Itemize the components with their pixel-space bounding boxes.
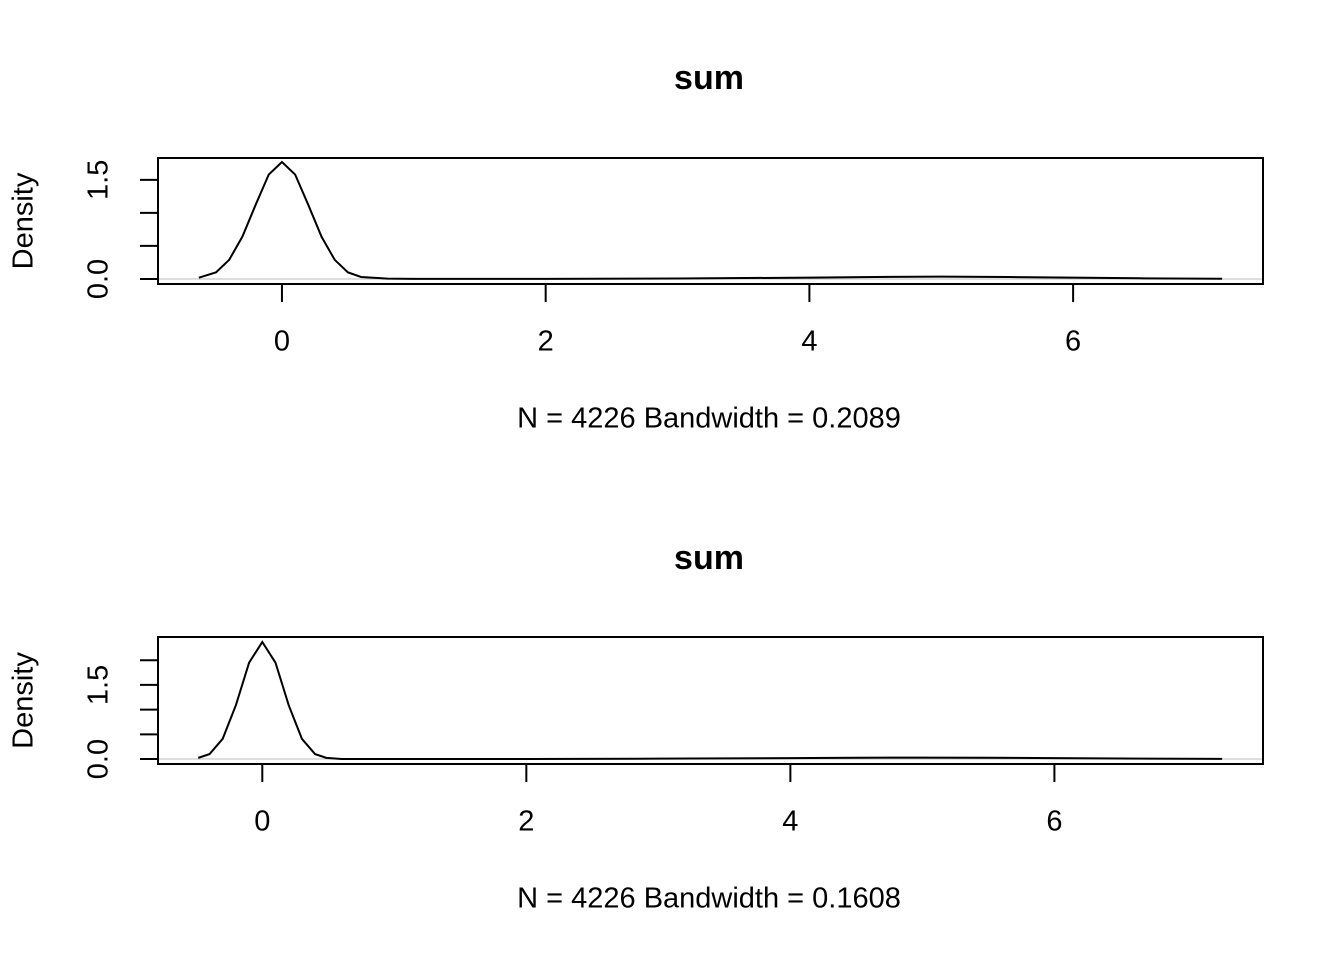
x-tick-label: 2 (518, 806, 534, 838)
plot-box (157, 636, 1264, 765)
y-tick-label: 1.5 (83, 665, 115, 705)
y-tick-label: 0.0 (83, 259, 115, 299)
y-axis-label: Density (8, 652, 40, 749)
x-tick-label: 4 (801, 326, 817, 358)
density-line (197, 640, 1223, 761)
x-tick-label: 6 (1046, 806, 1062, 838)
chart-title: sum (674, 59, 744, 97)
plot-box (157, 157, 1264, 285)
x-tick-label: 4 (782, 806, 798, 838)
x-tick-label: 2 (538, 326, 554, 358)
x-tick-label: 6 (1065, 326, 1081, 358)
y-axis-label: Density (8, 172, 40, 269)
x-tick-label: 0 (274, 326, 290, 358)
chart-title: sum (674, 539, 744, 577)
x-axis-label: N = 4226 Bandwidth = 0.1608 (517, 883, 901, 915)
x-tick-label: 0 (254, 806, 270, 838)
y-tick-label: 0.0 (83, 739, 115, 779)
y-tick-label: 1.5 (83, 160, 115, 200)
x-axis-label: N = 4226 Bandwidth = 0.2089 (517, 403, 901, 435)
density-line (198, 160, 1223, 280)
